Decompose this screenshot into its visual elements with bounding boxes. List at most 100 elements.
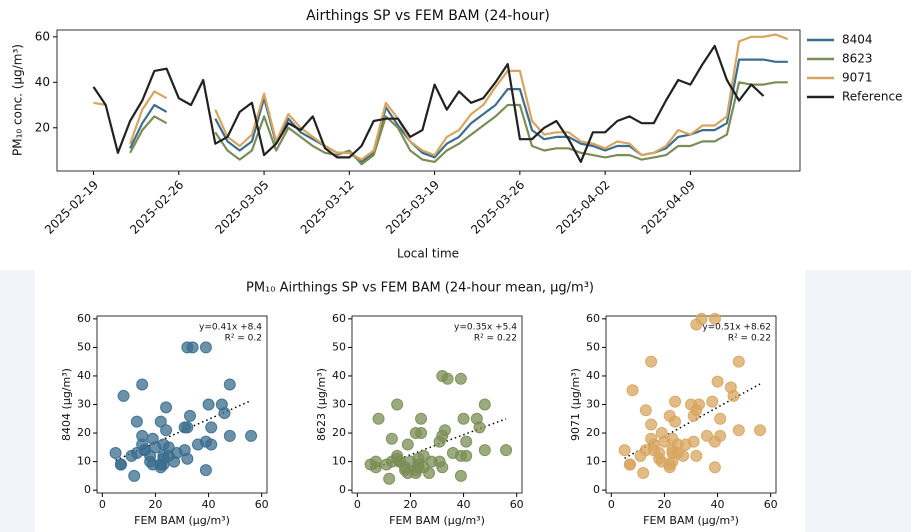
point xyxy=(162,449,175,462)
y-axis-label: PM₁₀ conc. (μg/m³) xyxy=(11,44,25,156)
series-line xyxy=(93,33,789,161)
x-tick-label: 60 xyxy=(764,498,778,511)
point xyxy=(415,427,428,440)
point xyxy=(634,449,647,462)
legend-label: Reference xyxy=(842,90,902,104)
point xyxy=(199,341,212,354)
plot-frame xyxy=(56,29,801,172)
point xyxy=(385,432,398,445)
point xyxy=(415,412,428,425)
point xyxy=(478,398,491,411)
point xyxy=(669,415,682,428)
point xyxy=(245,429,258,442)
point xyxy=(711,375,724,388)
point xyxy=(223,429,236,442)
point xyxy=(666,432,679,445)
x-tick-label: 60 xyxy=(255,498,269,511)
point xyxy=(136,438,149,451)
point xyxy=(438,424,451,437)
point xyxy=(626,384,639,397)
x-tick-label: 0 xyxy=(608,498,615,511)
y-tick-label: 40 xyxy=(35,75,50,89)
y-tick-label: 20 xyxy=(77,426,91,439)
y-tick-label: 0 xyxy=(84,483,91,496)
point xyxy=(441,372,454,385)
point xyxy=(669,395,682,408)
y-tick-label: 20 xyxy=(332,426,346,439)
point xyxy=(692,398,705,411)
annotation: R² = 0.2 xyxy=(225,334,262,344)
point xyxy=(671,447,684,460)
y-tick-label: 50 xyxy=(332,340,346,353)
y-tick-label: 10 xyxy=(332,455,346,468)
y-tick-label: 20 xyxy=(586,426,600,439)
point xyxy=(645,355,658,368)
point xyxy=(433,435,446,448)
x-axis-label: Local time xyxy=(397,247,459,261)
x-tick-label: 2025-04-09 xyxy=(639,178,698,237)
point xyxy=(500,444,513,457)
point xyxy=(454,469,467,482)
x-tick-label: 2025-02-26 xyxy=(127,178,186,237)
point xyxy=(380,458,393,471)
annotation: y=0.41x +8.4 xyxy=(199,323,262,333)
point xyxy=(202,398,215,411)
y-tick-label: 40 xyxy=(77,369,91,382)
point xyxy=(372,412,385,425)
point xyxy=(473,421,486,434)
point xyxy=(128,469,141,482)
point xyxy=(457,412,470,425)
point xyxy=(454,372,467,385)
point xyxy=(754,424,767,437)
point xyxy=(409,464,422,477)
point xyxy=(109,447,122,460)
point xyxy=(708,312,721,325)
point xyxy=(714,412,727,425)
y-tick-label: 0 xyxy=(593,483,600,496)
y-tick-label: 10 xyxy=(586,455,600,468)
y-tick-label: 30 xyxy=(77,398,91,411)
point xyxy=(114,458,127,471)
point xyxy=(223,378,236,391)
point xyxy=(653,452,666,465)
y-tick-label: 60 xyxy=(332,312,346,325)
x-tick-label: 40 xyxy=(457,498,471,511)
legend-label: 9071 xyxy=(842,71,873,85)
y-tick-label: 30 xyxy=(332,398,346,411)
point xyxy=(199,464,212,477)
x-tick-label: 20 xyxy=(657,498,671,511)
y-axis-label: 8404 (μg/m³) xyxy=(60,368,73,441)
point xyxy=(183,409,196,422)
point xyxy=(401,438,414,451)
point xyxy=(639,404,652,417)
point xyxy=(383,472,396,485)
point xyxy=(706,395,719,408)
point xyxy=(391,398,404,411)
point xyxy=(160,424,173,437)
point xyxy=(178,421,191,434)
y-tick-label: 50 xyxy=(77,340,91,353)
x-tick-label: 0 xyxy=(99,498,106,511)
y-tick-label: 40 xyxy=(586,369,600,382)
point xyxy=(732,355,745,368)
point xyxy=(199,435,212,448)
point xyxy=(136,378,149,391)
legend-label: 8623 xyxy=(842,52,873,66)
point xyxy=(181,452,194,465)
y-axis-label: 9071 (μg/m³) xyxy=(569,368,582,441)
point xyxy=(708,461,721,474)
point xyxy=(454,449,467,462)
point xyxy=(618,444,631,457)
x-tick-label: 40 xyxy=(711,498,725,511)
point xyxy=(708,435,721,448)
y-tick-label: 60 xyxy=(77,312,91,325)
annotation: y=0.51x +8.62 xyxy=(702,323,771,333)
y-tick-label: 60 xyxy=(586,312,600,325)
point xyxy=(154,415,167,428)
point xyxy=(157,438,170,451)
legend-label: 8404 xyxy=(842,33,873,47)
y-tick-label: 30 xyxy=(586,398,600,411)
x-axis-label: FEM BAM (μg/m³) xyxy=(643,514,739,527)
x-tick-label: 2025-02-19 xyxy=(42,178,101,237)
